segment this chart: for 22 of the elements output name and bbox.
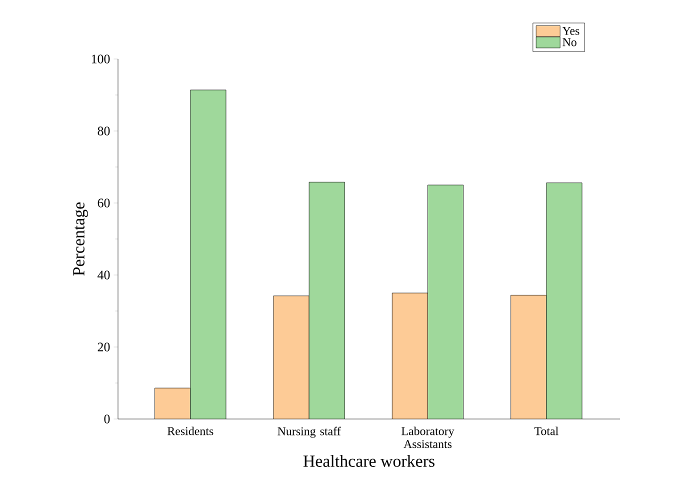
x-tick-label: Nursing staff xyxy=(278,426,341,438)
y-tick-label: 80 xyxy=(98,126,110,136)
y-axis-title: Percentage xyxy=(73,202,88,276)
bar xyxy=(154,388,190,419)
y-tick-label: 20 xyxy=(98,342,110,352)
y-tick-label: 0 xyxy=(104,414,110,424)
legend-label: Yes xyxy=(562,26,580,35)
x-tick-label: Laboratory Assistants xyxy=(402,426,454,448)
bar xyxy=(190,90,226,419)
y-tick-label: 100 xyxy=(92,54,110,64)
bar xyxy=(273,296,310,419)
bar xyxy=(392,293,428,419)
bar xyxy=(546,182,582,419)
y-tick-label: 60 xyxy=(98,198,110,208)
y-tick-label: 40 xyxy=(98,270,110,280)
legend-label: No xyxy=(562,38,576,46)
bar xyxy=(309,182,345,419)
bar xyxy=(428,184,464,419)
x-tick-label: Total xyxy=(534,426,558,436)
x-axis-title: Healthcare workers xyxy=(303,454,434,467)
x-tick-label: Residents xyxy=(167,426,214,436)
bar xyxy=(510,294,547,419)
